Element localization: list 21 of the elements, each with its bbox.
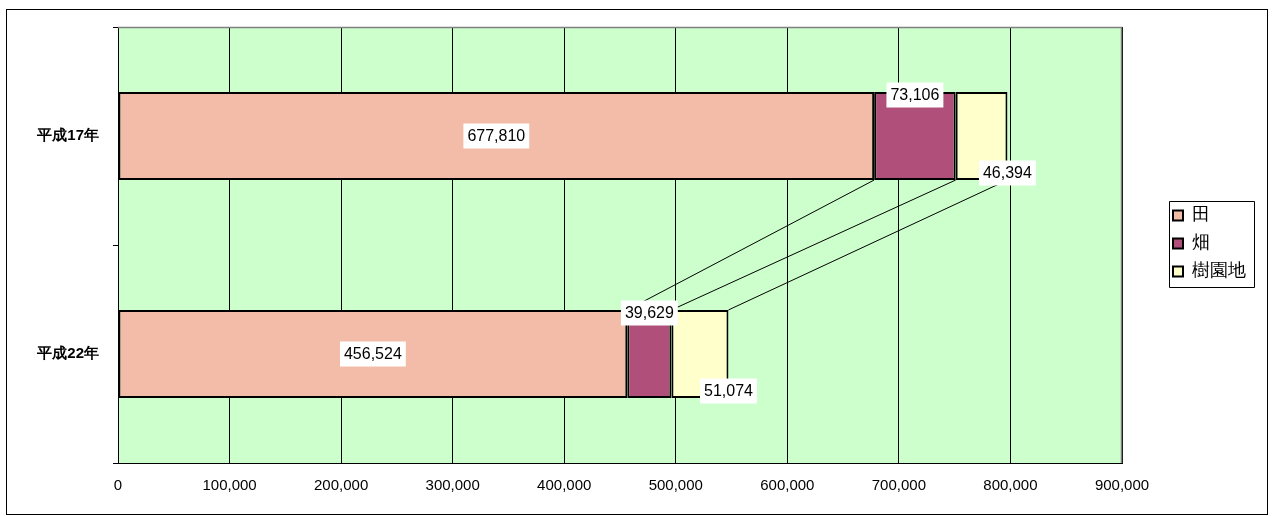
y-tick-label: 平成17年	[36, 126, 99, 144]
legend-label: 畑	[1192, 232, 1210, 253]
x-tick-label: 600,000	[760, 476, 815, 494]
x-tick-label: 800,000	[983, 476, 1038, 494]
data-label: 39,629	[624, 304, 674, 322]
x-tick-label: 200,000	[313, 476, 369, 494]
data-label: 456,524	[343, 345, 402, 363]
data-label: 677,810	[467, 127, 526, 145]
legend-label: 樹園地	[1192, 260, 1246, 281]
legend-label: 田	[1192, 204, 1210, 225]
data-label: 51,074	[703, 382, 754, 400]
x-tick-label: 500,000	[648, 476, 703, 494]
y-tick-label: 平成22年	[36, 344, 99, 362]
data-label: 73,106	[890, 86, 940, 104]
x-tick-label: 400,000	[537, 476, 592, 494]
x-tick-label: 700,000	[871, 476, 927, 494]
data-label: 46,394	[982, 164, 1033, 182]
x-tick-label: 0	[113, 476, 123, 494]
x-tick-label: 100,000	[202, 476, 257, 494]
x-tick-label: 900,000	[1094, 476, 1150, 494]
x-tick-label: 300,000	[425, 476, 480, 494]
